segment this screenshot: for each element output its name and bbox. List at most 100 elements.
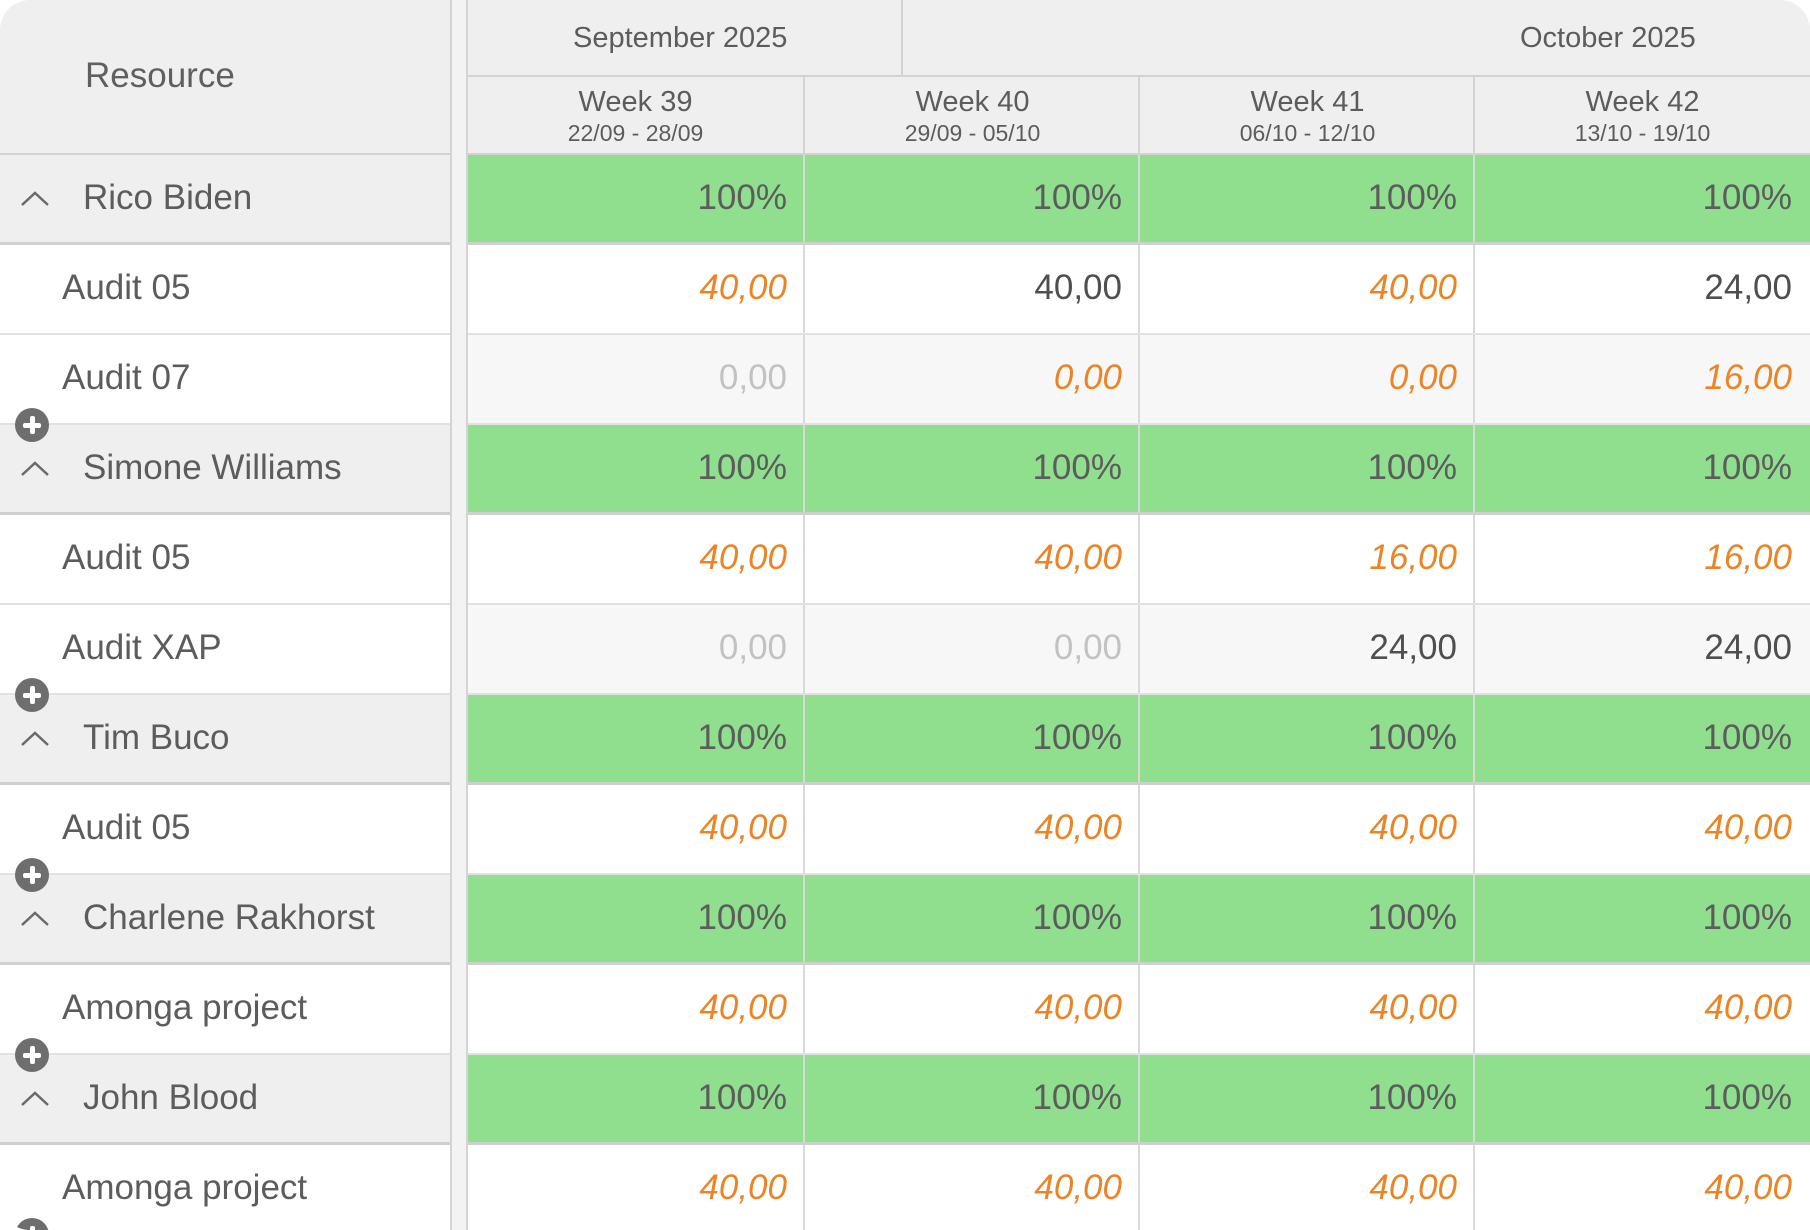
week-label: Week 42 (1585, 86, 1700, 118)
utilization-value: 100% (697, 718, 787, 757)
task-row-audit-05[interactable]: Audit 05 (0, 785, 450, 892)
hours-cell[interactable]: 40,00 (468, 785, 803, 873)
hours-value: 40,00 (1034, 268, 1122, 307)
task-row-audit-05[interactable]: Audit 05 (0, 515, 450, 605)
utilization-value: 100% (1367, 448, 1457, 487)
hours-cell[interactable]: 0,00 (468, 605, 803, 693)
plus-circle-icon[interactable] (15, 678, 49, 712)
hours-value: 40,00 (1369, 988, 1457, 1027)
hours-cell[interactable]: 40,00 (803, 245, 1138, 333)
hours-cell[interactable]: 40,00 (1138, 245, 1473, 333)
hours-cell[interactable]: 40,00 (1138, 965, 1473, 1053)
utilization-cell: 100% (468, 425, 803, 512)
task-name: Amonga project (62, 1168, 308, 1207)
week-header-40[interactable]: Week 40 29/09 - 05/10 (803, 77, 1140, 155)
hours-cell[interactable]: 0,00 (1138, 335, 1473, 423)
chevron-up-icon[interactable] (20, 905, 49, 931)
resource-column-header[interactable]: Resource (0, 0, 450, 155)
resource-row-tim-buco[interactable]: Tim Buco (0, 695, 450, 785)
utilization-row: 100% 100% 100% 100% (468, 695, 1810, 785)
resource-row-rico-biden[interactable]: Rico Biden (0, 155, 450, 245)
resource-row-john-blood[interactable]: John Blood (0, 1055, 450, 1145)
hours-cell[interactable]: 16,00 (1138, 515, 1473, 603)
utilization-cell: 100% (1473, 875, 1808, 962)
resource-row-simone-williams[interactable]: Simone Williams (0, 425, 450, 515)
hours-cell[interactable]: 40,00 (1473, 1145, 1808, 1230)
task-row-amonga-project[interactable]: Amonga project (0, 965, 450, 1072)
panel-splitter[interactable] (450, 0, 468, 1230)
chevron-up-icon[interactable] (20, 725, 49, 751)
plus-circle-icon[interactable] (15, 1218, 49, 1230)
month-header-october: October 2025 (903, 0, 1810, 77)
task-row-amonga-project[interactable]: Amonga project (0, 1145, 450, 1230)
hours-value: 0,00 (718, 628, 787, 667)
task-row-audit-05[interactable]: Audit 05 (0, 245, 450, 335)
plus-circle-icon[interactable] (15, 408, 49, 442)
utilization-value: 100% (1032, 178, 1122, 217)
hours-cell[interactable]: 40,00 (1138, 1145, 1473, 1230)
task-name: Audit 05 (62, 268, 191, 307)
utilization-value: 100% (1367, 178, 1457, 217)
hours-cell[interactable]: 40,00 (803, 785, 1138, 873)
week-header-41[interactable]: Week 41 06/10 - 12/10 (1138, 77, 1475, 155)
week-label: Week 40 (915, 86, 1030, 118)
hours-cell[interactable]: 40,00 (468, 515, 803, 603)
hours-cell[interactable]: 40,00 (1473, 965, 1808, 1053)
hours-cell[interactable]: 16,00 (1473, 335, 1808, 423)
allocation-row: 40,00 40,00 16,00 16,00 (468, 515, 1810, 605)
allocation-row: 40,00 40,00 40,00 40,00 (468, 1145, 1810, 1230)
hours-cell[interactable]: 40,00 (803, 1145, 1138, 1230)
hours-cell[interactable]: 40,00 (803, 965, 1138, 1053)
hours-cell[interactable]: 40,00 (468, 965, 803, 1053)
allocation-row: 0,00 0,00 0,00 16,00 (468, 335, 1810, 425)
hours-cell[interactable]: 24,00 (1473, 245, 1808, 333)
utilization-value: 100% (1702, 448, 1792, 487)
hours-value: 40,00 (699, 988, 787, 1027)
resource-name: Tim Buco (83, 718, 230, 757)
utilization-cell: 100% (803, 155, 1138, 242)
task-row-audit-07[interactable]: Audit 07 (0, 335, 450, 442)
chevron-up-icon[interactable] (20, 185, 49, 211)
week-header-39[interactable]: Week 39 22/09 - 28/09 (468, 77, 803, 155)
utilization-value: 100% (1367, 1078, 1457, 1117)
chevron-up-icon[interactable] (20, 1085, 49, 1111)
week-label: Week 39 (578, 86, 693, 118)
plus-circle-icon[interactable] (15, 1038, 49, 1072)
week-dates: 13/10 - 19/10 (1574, 120, 1711, 146)
hours-value: 40,00 (1704, 988, 1792, 1027)
utilization-value: 100% (1702, 1078, 1792, 1117)
task-row-audit-xap[interactable]: Audit XAP (0, 605, 450, 712)
week-header-row: Week 39 22/09 - 28/09 Week 40 29/09 - 05… (468, 77, 1810, 155)
allocation-row: 0,00 0,00 24,00 24,00 (468, 605, 1810, 695)
utilization-cell: 100% (1473, 155, 1808, 242)
utilization-cell: 100% (803, 695, 1138, 782)
hours-cell[interactable]: 40,00 (468, 245, 803, 333)
hours-cell[interactable]: 0,00 (803, 605, 1138, 693)
chevron-up-icon[interactable] (20, 455, 49, 481)
utilization-cell: 100% (468, 695, 803, 782)
hours-cell[interactable]: 40,00 (1473, 785, 1808, 873)
resource-header-label: Resource (85, 56, 235, 95)
allocation-row: 40,00 40,00 40,00 40,00 (468, 965, 1810, 1055)
hours-cell[interactable]: 16,00 (1473, 515, 1808, 603)
hours-cell[interactable]: 40,00 (468, 1145, 803, 1230)
hours-cell[interactable]: 40,00 (1138, 785, 1473, 873)
hours-cell[interactable]: 24,00 (1473, 605, 1808, 693)
resource-panel: Resource Rico Biden Audit 05 Audit 07 Simon… (0, 0, 450, 1230)
hours-cell[interactable]: 0,00 (803, 335, 1138, 423)
resource-row-charlene-rakhorst[interactable]: Charlene Rakhorst (0, 875, 450, 965)
utilization-cell: 100% (468, 1055, 803, 1142)
hours-cell[interactable]: 0,00 (468, 335, 803, 423)
hours-value: 40,00 (699, 538, 787, 577)
hours-value: 24,00 (1704, 268, 1792, 307)
week-dates: 22/09 - 28/09 (567, 120, 704, 146)
task-name: Audit 07 (62, 358, 191, 397)
plus-circle-icon[interactable] (15, 858, 49, 892)
hours-cell[interactable]: 40,00 (803, 515, 1138, 603)
week-header-42[interactable]: Week 42 13/10 - 19/10 (1473, 77, 1810, 155)
hours-cell[interactable]: 24,00 (1138, 605, 1473, 693)
timeline-grid: September 2025 October 2025 Week 39 22/0… (468, 0, 1810, 1230)
hours-value: 40,00 (699, 808, 787, 847)
hours-value: 40,00 (1704, 808, 1792, 847)
utilization-row: 100% 100% 100% 100% (468, 425, 1810, 515)
